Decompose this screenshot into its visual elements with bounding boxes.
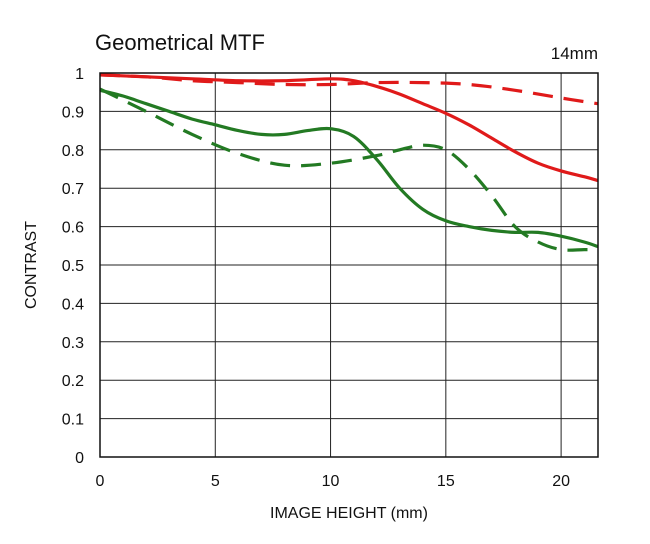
y-tick-label: 0.8 [62,143,84,160]
x-tick-label: 15 [437,473,455,490]
grid-lines [99,72,598,458]
x-axis-label: IMAGE HEIGHT (mm) [270,505,428,522]
y-tick-label: 0.6 [62,220,84,237]
x-tick-label: 10 [322,473,340,490]
y-tick-label: 0.2 [62,373,84,390]
tick-labels: 00.10.20.30.40.50.60.70.80.910 5 10 15 20 [62,66,570,490]
y-tick-label: 0.9 [62,104,84,121]
series-line-2 [99,73,599,106]
y-axis-label: CONTRAST [23,221,40,309]
series-line-1 [99,73,599,183]
chart-title: Geometrical MTF [95,30,265,55]
y-tick-label: 0.4 [62,296,84,313]
series-line-4 [99,87,598,252]
x-tick-label: 5 [211,473,220,490]
y-tick-label: 1 [75,66,84,83]
x-tick-label: 20 [552,473,570,490]
series-lines [99,73,599,252]
series-line-3 [99,88,599,249]
y-tick-label: 0.3 [62,335,84,352]
plot-frame [99,72,599,458]
y-tick-label: 0 [75,450,84,467]
focal-length-label: 14mm [550,44,598,63]
y-tick-label: 0.1 [62,412,84,429]
y-tick-label: 0.5 [62,258,84,275]
y-tick-label: 0.7 [62,181,84,198]
x-tick-label: 0 [96,473,105,490]
